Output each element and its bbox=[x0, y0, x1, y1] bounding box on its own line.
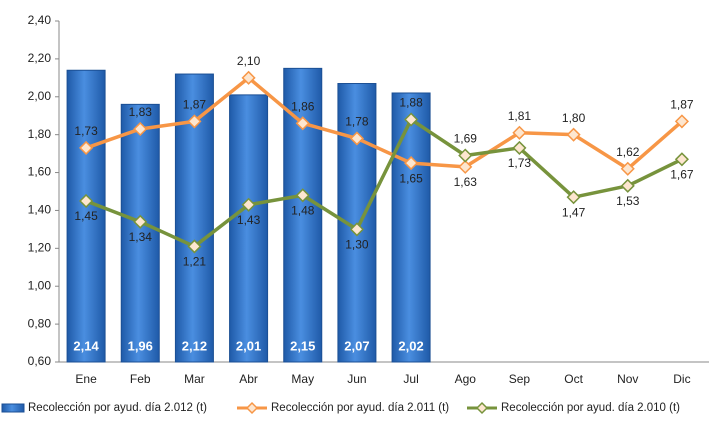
x-tick-label: May bbox=[291, 372, 314, 386]
bar bbox=[229, 94, 269, 363]
y-tick-label: 1,80 bbox=[28, 127, 52, 141]
y-tick-label: 2,20 bbox=[28, 51, 52, 65]
legend-swatch bbox=[1, 403, 25, 413]
bar-value-label: 2,15 bbox=[290, 338, 315, 353]
x-tick-label: Ene bbox=[75, 372, 97, 386]
marker bbox=[620, 161, 635, 176]
marker bbox=[404, 156, 419, 171]
y-tick-label: 1,40 bbox=[28, 203, 52, 217]
y-tick-label: 2,40 bbox=[28, 13, 52, 27]
marker bbox=[349, 222, 364, 237]
data-label: 1,69 bbox=[454, 132, 478, 146]
marker bbox=[512, 125, 527, 140]
x-tick-label: Oct bbox=[564, 372, 583, 386]
x-tick-label: Ago bbox=[455, 372, 477, 386]
data-label: 1,30 bbox=[345, 238, 369, 252]
marker bbox=[241, 197, 256, 212]
data-label: 1,43 bbox=[237, 213, 261, 227]
y-tick-label: 1,60 bbox=[28, 165, 52, 179]
marker bbox=[295, 116, 310, 131]
data-label: 1,73 bbox=[74, 124, 98, 138]
x-tick-label: Dic bbox=[673, 372, 690, 386]
data-label: 1,65 bbox=[399, 171, 423, 185]
bar-value-label: 2,07 bbox=[344, 338, 369, 353]
marker bbox=[566, 190, 581, 205]
bar-value-label: 2,02 bbox=[398, 338, 423, 353]
marker bbox=[295, 188, 310, 203]
data-label: 1,34 bbox=[129, 230, 153, 244]
marker bbox=[674, 152, 689, 167]
x-tick-label: Feb bbox=[130, 372, 151, 386]
marker bbox=[620, 178, 635, 193]
y-tick-label: 2,00 bbox=[28, 89, 52, 103]
marker bbox=[187, 114, 202, 129]
marker bbox=[349, 131, 364, 146]
data-label: 1,53 bbox=[616, 194, 640, 208]
data-label: 1,86 bbox=[291, 99, 315, 113]
marker bbox=[133, 214, 148, 229]
marker bbox=[187, 239, 202, 254]
data-label: 1,62 bbox=[616, 145, 640, 159]
x-tick-label: Nov bbox=[617, 372, 638, 386]
data-label: 1,87 bbox=[670, 98, 694, 112]
data-label: 1,83 bbox=[129, 105, 153, 119]
marker bbox=[241, 70, 256, 85]
data-label: 1,81 bbox=[508, 109, 532, 123]
marker bbox=[458, 148, 473, 163]
legend-label: Recolección por ayud. día 2.011 (t) bbox=[271, 402, 449, 414]
marker bbox=[79, 193, 94, 209]
line bbox=[85, 117, 683, 249]
legend-marker bbox=[245, 401, 259, 415]
data-label: 1,78 bbox=[345, 115, 369, 129]
bar-value-label: 2,12 bbox=[182, 338, 207, 353]
marker bbox=[404, 112, 419, 127]
x-tick-label: Jun bbox=[347, 372, 366, 386]
marker bbox=[674, 114, 689, 129]
legend-marker bbox=[475, 401, 489, 415]
y-tick-label: 0,60 bbox=[28, 354, 52, 368]
marker bbox=[133, 121, 148, 137]
data-label: 1,88 bbox=[399, 96, 423, 110]
data-label: 1,45 bbox=[74, 209, 98, 223]
x-tick-label: Abr bbox=[239, 372, 258, 386]
bar-value-label: 1,96 bbox=[128, 338, 153, 353]
data-label: 1,80 bbox=[562, 111, 586, 125]
data-label: 1,47 bbox=[562, 205, 586, 219]
data-label: 1,67 bbox=[670, 167, 694, 181]
bar-value-label: 2,14 bbox=[73, 338, 99, 353]
data-label: 1,63 bbox=[454, 175, 478, 189]
legend-label: Recolección por ayud. día 2.010 (t) bbox=[501, 402, 680, 414]
bar bbox=[66, 69, 106, 363]
marker bbox=[458, 159, 473, 174]
bar bbox=[120, 103, 160, 363]
bar bbox=[391, 92, 431, 363]
data-label: 1,48 bbox=[291, 203, 315, 217]
legend-label: Recolección por ayud. día 2.012 (t) bbox=[28, 402, 207, 414]
y-tick-label: 1,00 bbox=[28, 278, 52, 292]
marker bbox=[512, 140, 527, 155]
x-tick-label: Sep bbox=[509, 372, 531, 386]
x-tick-label: Mar bbox=[184, 372, 205, 386]
marker bbox=[79, 140, 94, 155]
data-label: 1,73 bbox=[508, 156, 532, 170]
data-label: 2,10 bbox=[237, 54, 261, 68]
y-tick-label: 1,20 bbox=[28, 241, 52, 255]
y-tick-label: 0,80 bbox=[28, 316, 52, 330]
line bbox=[85, 76, 684, 171]
marker bbox=[566, 127, 581, 142]
data-label: 1,87 bbox=[183, 98, 207, 112]
bar-value-label: 2,01 bbox=[236, 338, 261, 353]
x-tick-label: Jul bbox=[403, 372, 418, 386]
data-label: 1,21 bbox=[183, 255, 207, 269]
